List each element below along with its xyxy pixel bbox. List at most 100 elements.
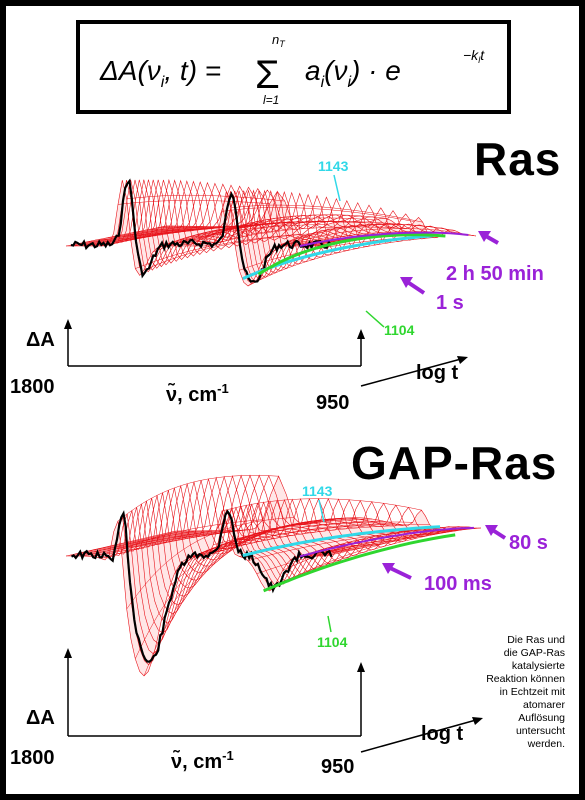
mesh-line: [325, 527, 482, 557]
sum-top: n: [272, 32, 279, 47]
gap-ras-mesh: [65, 474, 482, 677]
mesh-line: [317, 527, 480, 557]
ras-arrowhead-late: [478, 231, 491, 242]
gap-ras-time-early: 100 ms: [424, 573, 492, 595]
caption-line: die GAP-Ras: [503, 647, 565, 659]
gap-ras-x-label-unit: , cm: [182, 751, 222, 773]
gap-ras-right-arrow: [357, 662, 365, 672]
mesh-line: [109, 224, 254, 245]
gap-ras-arrowhead-late: [485, 525, 498, 536]
mesh-line: [135, 234, 300, 269]
gap-ras-y-label: ΔA: [26, 707, 55, 729]
svg-text:ΔA(νi, t) =: ΔA(νi, t) =: [99, 55, 221, 91]
ras-y-arrow: [64, 319, 72, 329]
gap-ras-1104-leader: [327, 615, 332, 633]
mesh-line: [204, 525, 404, 557]
caption-line: atomarer: [522, 699, 565, 711]
caption-line: Reaktion können: [486, 673, 565, 685]
gap-ras-1143-curve: [242, 525, 441, 557]
mesh-fill: [66, 180, 476, 286]
mesh-line: [282, 228, 461, 247]
ras-right-arrow: [357, 329, 365, 339]
gap-ras-plot: ΔA 1800 950 ν̃, cm-1 log t 1143 1104 80 …: [10, 474, 548, 776]
mesh-line: [187, 520, 384, 559]
ras-time-late: 2 h 50 min: [446, 263, 544, 285]
figure-page: ΔA(νi, t) = nT Σ l=1 ai(νi) · e −klt Ras…: [6, 6, 579, 794]
ras-1143-leader: [333, 174, 341, 202]
mesh-line: [221, 207, 415, 222]
formula-term: a: [305, 55, 321, 86]
mesh-line: [126, 194, 285, 202]
sum-bottom: l=1: [263, 93, 279, 107]
formula-term-tail: ) · e: [348, 55, 401, 86]
gap-ras-label-1143: 1143: [302, 483, 333, 499]
svg-text:ν̃, cm-1: ν̃, cm-1: [166, 381, 229, 406]
svg-text:nT: nT: [272, 32, 286, 49]
mesh-line: [213, 521, 413, 546]
mesh-line: [117, 475, 279, 522]
gap-ras-arrow-early: [387, 565, 412, 580]
gap-ras-x-label-nu: ν̃: [171, 749, 182, 773]
gap-ras-time-late: 80 s: [509, 532, 548, 554]
ras-label-1143: 1143: [318, 158, 349, 174]
mesh-line: [161, 517, 349, 621]
ras-arrowhead-early: [400, 277, 413, 288]
formula-box: ΔA(νi, t) = nT Σ l=1 ai(νi) · e −klt: [76, 20, 511, 114]
ras-plot: ΔA 1800 950 ν̃, cm-1 log t 1143 1104 2 h…: [10, 158, 544, 414]
mesh-line: [247, 237, 438, 287]
gap-ras-z-axis: [360, 719, 477, 753]
mesh-line: [221, 498, 422, 512]
caption-line: untersucht: [515, 725, 565, 737]
ras-label-1104: 1104: [384, 322, 415, 338]
formula-term-arg-sub: i: [347, 74, 351, 91]
ras-x-label-exp: -1: [217, 381, 229, 396]
exponent-sub: l: [478, 55, 481, 65]
gap-ras-z-label: log t: [421, 723, 464, 745]
formula: ΔA(νi, t) = nT Σ l=1 ai(νi) · e −klt: [99, 32, 485, 107]
caption-line: Auflösung: [518, 712, 565, 724]
mesh-line: [230, 523, 430, 546]
panel-title-ras: Ras: [474, 133, 562, 185]
caption-line: Die Ras und: [507, 634, 565, 646]
ras-purple-line: [299, 231, 469, 247]
gap-ras-x-label-exp: -1: [222, 748, 234, 763]
ras-y-label: ΔA: [26, 329, 55, 351]
sum-symbol: Σ: [255, 53, 280, 97]
mesh-line: [74, 225, 185, 247]
mesh-line: [273, 223, 456, 249]
ras-black-trace: [70, 178, 332, 283]
mesh-line: [195, 214, 387, 247]
ras-z-axis: [360, 358, 462, 387]
svg-text:ai(νi) · e: ai(νi) · e: [305, 55, 401, 91]
exponent-tail: t: [480, 47, 485, 63]
ras-1104-curve: [257, 233, 446, 276]
ras-1104-leader: [365, 310, 385, 328]
gap-ras-y-arrow: [64, 648, 72, 658]
ras-1143-curve: [242, 234, 434, 280]
mesh-line: [143, 233, 314, 271]
mesh-fill: [66, 476, 481, 676]
svg-text:ν̃, cm-1: ν̃, cm-1: [171, 748, 234, 773]
gap-ras-label-1104: 1104: [317, 634, 348, 650]
ras-x-right: 950: [316, 392, 349, 414]
mesh-line: [74, 530, 195, 557]
panel-title-gap-ras: GAP-Ras: [351, 437, 558, 489]
caption-line: katalysierte: [511, 660, 565, 672]
exponent: −k: [463, 47, 479, 63]
gap-ras-1104-curve: [263, 533, 456, 593]
mesh-line: [126, 517, 294, 610]
ras-x-left: 1800: [10, 376, 55, 398]
mesh-line: [187, 217, 376, 247]
caption: Die Ras und die GAP-Ras katalysierte Reakti…: [455, 634, 565, 751]
gap-ras-purple-line: [299, 526, 474, 558]
mesh-line: [100, 529, 247, 559]
formula-lhs-tail: , t) =: [164, 55, 221, 86]
ras-x-label-unit: , cm: [177, 384, 217, 406]
svg-text:−klt: −klt: [463, 47, 485, 65]
formula-lhs-sub: i: [161, 74, 165, 91]
caption-line: in Echtzeit mit: [499, 686, 565, 698]
mesh-line: [204, 221, 397, 247]
gap-ras-black-trace: [70, 509, 333, 663]
gap-ras-1143-leader: [318, 499, 325, 523]
gap-ras-z-arrow: [472, 717, 483, 725]
